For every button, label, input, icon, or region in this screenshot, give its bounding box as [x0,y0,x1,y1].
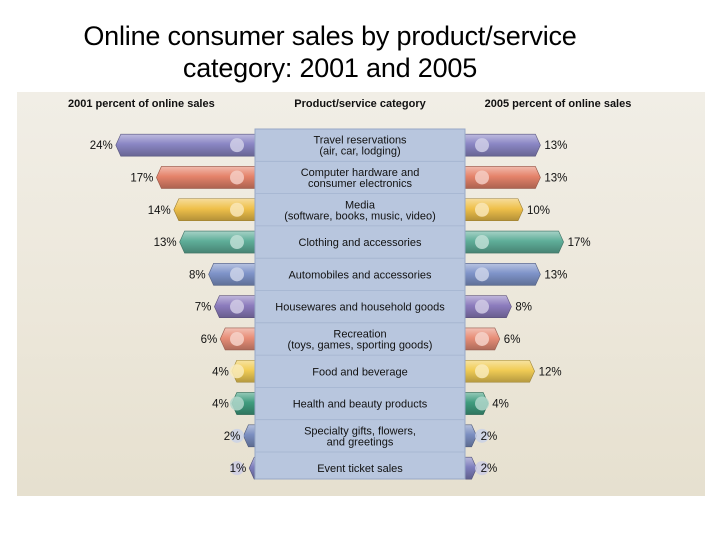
label-2001: 8% [189,269,206,281]
label-2005: 12% [539,366,562,378]
category-dividers [255,160,465,453]
bar-2005-dot [475,364,489,379]
bars-2005 [464,133,564,480]
label-2001: 4% [212,366,229,378]
label-2005: 6% [504,334,521,346]
label-2001: 17% [130,172,153,184]
label-2001: 1% [230,463,247,475]
title-line-2: category: 2001 and 2005 [182,53,478,83]
bar-2005-dot [475,428,489,443]
bar-2005 [464,424,477,448]
bar-2001-dot [230,461,244,476]
category-panel [254,128,466,480]
label-2005: 13% [544,269,567,281]
bar-2005-dot [475,170,489,185]
bar-2005-dot [475,202,489,217]
bar-2005-dot [475,461,489,476]
bar-2001-dot [230,331,244,346]
bar-2005-dot [475,138,489,153]
bar-2005-dot [475,235,489,250]
category-label: Clothing and accessories [299,237,422,249]
label-2005: 8% [515,302,532,314]
bar-2001-dot [230,396,244,411]
label-2001: 14% [148,205,171,217]
labels-2005: 13% 13% 10% 17% 13% 8% 6% 12% 4% 2% 2% [481,140,591,475]
label-2005: 13% [544,172,567,184]
bar-2001-dot [230,138,244,153]
bar-2005 [464,456,477,480]
bar-2005-dot [475,299,489,314]
category-labels: Travel reservations (air, car, lodging) Co… [275,135,445,476]
bar-2001-dot [230,267,244,282]
category-label: Housewares and household goods [275,302,445,314]
slide-title: Online consumer sales by product/service… [0,20,660,84]
label-2001: 13% [154,237,177,249]
bar-2001-dot [230,235,244,250]
label-2005: 2% [481,463,498,475]
category-label: Computer hardware and consumer electronic… [301,167,420,190]
category-label: Specialty gifts, flowers, and greetings [304,425,416,448]
category-label: Health and beauty products [293,399,428,411]
category-label: Automobiles and accessories [288,269,432,281]
butterfly-bar-chart: 2001 percent of online sales Product/ser… [68,98,632,480]
bar-2001-dot [230,364,244,379]
bars-2001 [115,133,256,480]
bar-2005-dot [475,396,489,411]
bar-2001 [248,456,256,480]
label-2005: 2% [481,431,498,443]
title-line-1: Online consumer sales by product/service [83,21,577,51]
category-label: Recreation (toys, games, sporting goods) [288,328,433,351]
bar-2001-dot [230,202,244,217]
header-right: 2005 percent of online sales [485,98,632,110]
label-2005: 17% [568,237,591,249]
bar-2001-dot [230,170,244,185]
category-label: Travel reservations (air, car, lodging) [313,135,407,158]
labels-2001: 24% 17% 14% 13% 8% 7% 6% 4% 4% 2% 1% [90,140,246,475]
bar-2005 [464,198,524,222]
bar-2001 [243,424,256,448]
label-2005: 13% [544,140,567,152]
label-2001: 6% [201,334,218,346]
label-2005: 10% [527,205,550,217]
label-2001: 4% [212,399,229,411]
chart-figure: 2001 percent of online sales Product/ser… [17,92,705,496]
header-left: 2001 percent of online sales [68,98,215,110]
label-2005: 4% [492,399,509,411]
category-label: Food and beverage [312,366,407,378]
bar-2005-dot [475,331,489,346]
bar-2001-dot [230,299,244,314]
header-center: Product/service category [294,98,426,110]
bar-2005-dot [475,267,489,282]
label-2001: 24% [90,140,113,152]
bar-2001-dot [230,428,244,443]
category-label: Media (software, books, music, video) [284,199,436,222]
label-2001: 2% [224,431,241,443]
category-label: Event ticket sales [317,463,403,475]
label-2001: 7% [195,302,212,314]
